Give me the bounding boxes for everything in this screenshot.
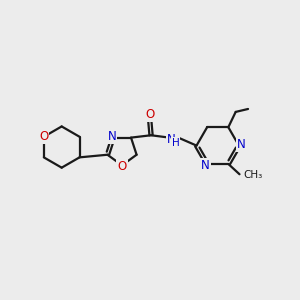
Text: N: N (237, 138, 246, 151)
Text: N: N (201, 159, 210, 172)
Text: H: H (172, 138, 180, 148)
Text: O: O (39, 130, 48, 143)
Text: N: N (167, 133, 176, 146)
Text: N: N (108, 130, 116, 143)
Text: O: O (117, 160, 127, 173)
Text: O: O (145, 108, 154, 121)
Text: CH₃: CH₃ (243, 170, 262, 180)
Text: N: N (167, 133, 176, 146)
